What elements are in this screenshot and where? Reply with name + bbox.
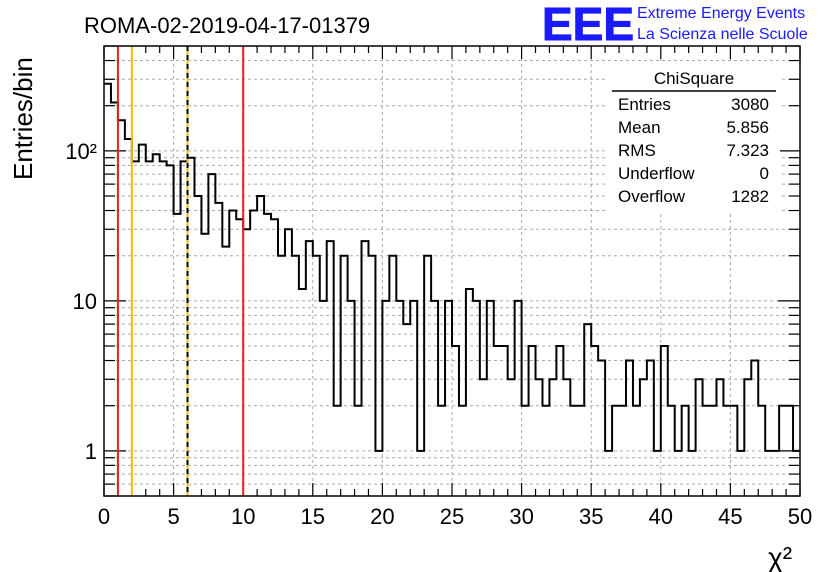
x-tick-label: 35 [579,504,603,529]
stats-value: 7.323 [726,141,769,160]
stats-box: ChiSquare Entries 3080 Mean 5.856 RMS 7.323 Un… [608,62,780,212]
stats-value: 0 [760,164,769,183]
logo-tagline-2: La Scienza nelle Scuole [637,26,808,43]
x-tick-label: 45 [718,504,742,529]
y-tick-label: 10 [73,289,97,314]
y-tick-label: 10² [65,139,97,164]
x-tick-label: 20 [370,504,394,529]
stats-value: 1282 [731,187,769,206]
x-tick-label: 50 [788,504,812,529]
eee-logo: EEE [542,0,634,50]
stats-label: Underflow [618,164,695,183]
plot-frame [103,45,801,497]
x-tick-label: 5 [167,504,179,529]
stats-label: Overflow [618,187,686,206]
x-axis-label: χ² [768,542,792,572]
stats-value: 3080 [731,95,769,114]
stats-value: 5.856 [726,118,769,137]
x-tick-label: 40 [649,504,673,529]
stats-label: RMS [618,141,656,160]
stats-label: Mean [618,118,661,137]
x-tick-label: 25 [440,504,464,529]
x-tick-labels: 0 5 10 15 20 25 30 35 40 45 50 [98,504,812,529]
y-axis-label: Entries/bin [8,57,38,180]
logo-tagline-1: Extreme Energy Events [637,5,805,22]
y-tick-labels: 1 10 10² [65,139,97,464]
threshold-lines [116,46,245,496]
axis-ticks [103,45,801,497]
x-tick-label: 30 [509,504,533,529]
stats-title: ChiSquare [654,69,734,88]
run-title: ROMA-02-2019-04-17-01379 [84,13,370,38]
x-tick-label: 0 [98,504,110,529]
stats-label: Entries [618,95,671,114]
x-tick-label: 15 [301,504,325,529]
histogram-outline [104,82,800,452]
y-tick-label: 1 [85,439,97,464]
x-tick-label: 10 [231,504,255,529]
